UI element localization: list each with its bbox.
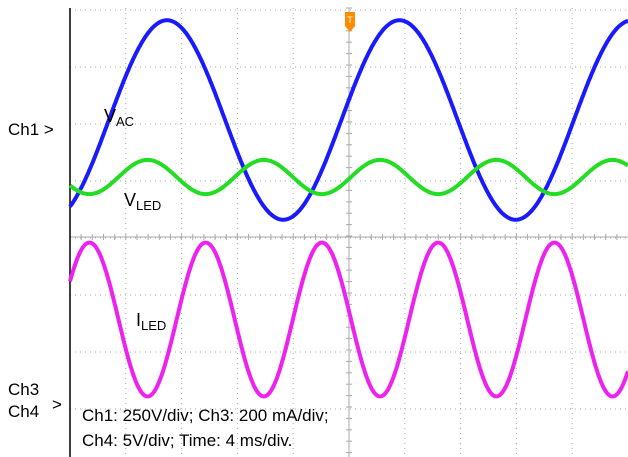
vled-label: VLED [124,190,161,213]
trace-vac [68,18,628,222]
ch3-marker: Ch3 [8,380,39,399]
trigger-marker: T [345,12,355,32]
iled-label: ILED [136,310,166,333]
scale-text-line2: Ch4: 5V/div; Time: 4 ms/div. [82,431,292,450]
trace-iled [68,240,628,399]
vac-label: VAC [104,106,134,129]
traces [68,18,628,399]
ch3-ch4-arrow: > [52,395,62,414]
ch1-marker: Ch1 > [8,120,54,139]
ch4-marker: Ch4 [8,402,39,421]
graticule [69,7,628,457]
trace-vled [68,157,628,197]
trigger-letter: T [347,15,353,25]
scale-text-line1: Ch1: 250V/div; Ch3: 200 mA/div; [82,406,329,425]
